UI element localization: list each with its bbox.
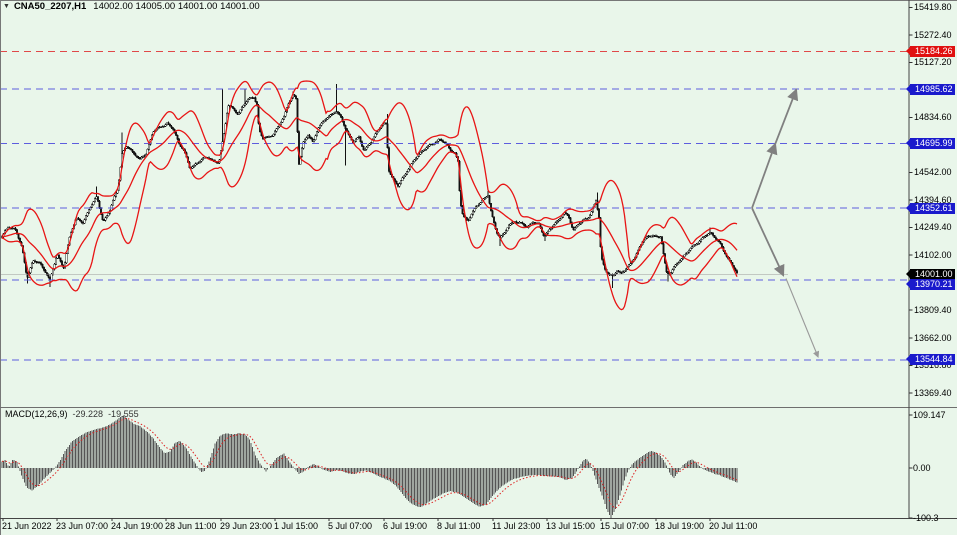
bollinger-bands: [1, 80, 738, 311]
price-level-badge-red: 15184.26: [906, 46, 955, 58]
price-level-badge-blue: 13544.84: [906, 354, 955, 366]
badge-pointer-icon: [906, 138, 910, 147]
candles: [1, 84, 738, 288]
symbol-timeframe-label: CNA50_2207,H1: [13, 1, 87, 12]
macd-scale-max: 109.147: [913, 410, 946, 420]
time-tick-label: 28 Jun 11:00: [165, 521, 217, 531]
badge-pointer-icon: [906, 355, 910, 364]
time-tick-label: 18 Jul 19:00: [655, 521, 705, 531]
price-tick-label: 13809.40: [914, 305, 952, 316]
bollinger-lower-band: [1, 114, 738, 311]
macd-signal-value: -19.555: [108, 409, 139, 419]
time-tick-label: 13 Jul 15:00: [546, 521, 596, 531]
symbol-dropdown-icon[interactable]: ▼: [3, 3, 10, 10]
badge-pointer-icon: [906, 47, 910, 56]
time-tick-label: 15 Jul 07:00: [600, 521, 650, 531]
price-tick-label: 14102.00: [914, 250, 952, 261]
price-tick-label: 15272.40: [914, 30, 952, 41]
price-tick-label: 14249.40: [914, 222, 952, 233]
time-tick-label: 29 Jun 23:00: [220, 521, 273, 531]
price-level-badge-black: 14001.00: [906, 268, 955, 280]
badge-pointer-icon: [906, 280, 910, 289]
macd-main-value: -29.228: [72, 409, 104, 419]
price-tick-label: 14542.00: [914, 167, 952, 178]
bollinger-upper-band: [1, 80, 738, 264]
time-tick-label: 6 Jul 19:00: [383, 521, 428, 531]
time-tick-label: 23 Jun 07:00: [56, 521, 109, 531]
time-tick-label: 21 Jun 2022: [2, 521, 52, 531]
horizontal-level-lines[interactable]: [0, 51, 908, 361]
time-tick-label: 8 Jul 11:00: [437, 521, 481, 531]
price-tick-label: 15419.80: [914, 2, 952, 13]
macd-signal-line: [1, 418, 738, 509]
badge-pointer-icon: [906, 203, 910, 212]
trend-arrows[interactable]: [751, 88, 820, 358]
macd-scale-min: -100.3: [913, 513, 939, 523]
time-tick-label: 20 Jul 11:00: [709, 521, 758, 531]
time-tick-label: 5 Jul 07:00: [328, 521, 373, 531]
time-tick-label: 1 Jul 15:00: [274, 521, 319, 531]
macd-scale-zero: 0.00: [913, 463, 931, 473]
price-tick-label: 13369.40: [914, 387, 952, 398]
macd-histogram: [1, 415, 738, 518]
price-level-badge-blue: 13970.21: [906, 279, 955, 291]
price-tick-label: 15127.20: [914, 57, 952, 68]
macd-name: MACD(12,26,9): [5, 409, 68, 419]
time-tick-label: 11 Jul 23:00: [492, 521, 541, 531]
price-tick-label: 13662.00: [914, 332, 952, 343]
ohlc-quote-readout: 14002.00 14005.00 14001.00 14001.00: [93, 1, 260, 12]
chart-header: ▼ CNA50_2207,H1 14002.00 14005.00 14001.00…: [3, 1, 260, 12]
price-level-badge-blue: 14352.61: [906, 202, 955, 214]
badge-pointer-icon: [906, 84, 910, 93]
badge-pointer-icon: [906, 269, 910, 278]
price-tick-label: 14394.60: [914, 195, 952, 206]
bollinger-middle-band: [1, 104, 738, 272]
price-level-badge-blue: 14695.99: [906, 137, 955, 149]
time-tick-label: 24 Jun 19:00: [111, 521, 164, 531]
price-tick-label: 14834.60: [914, 112, 952, 123]
price-level-badge-blue: 14985.62: [906, 83, 955, 95]
macd-indicator-label: MACD(12,26,9) -29.228 -19.555: [5, 409, 139, 420]
